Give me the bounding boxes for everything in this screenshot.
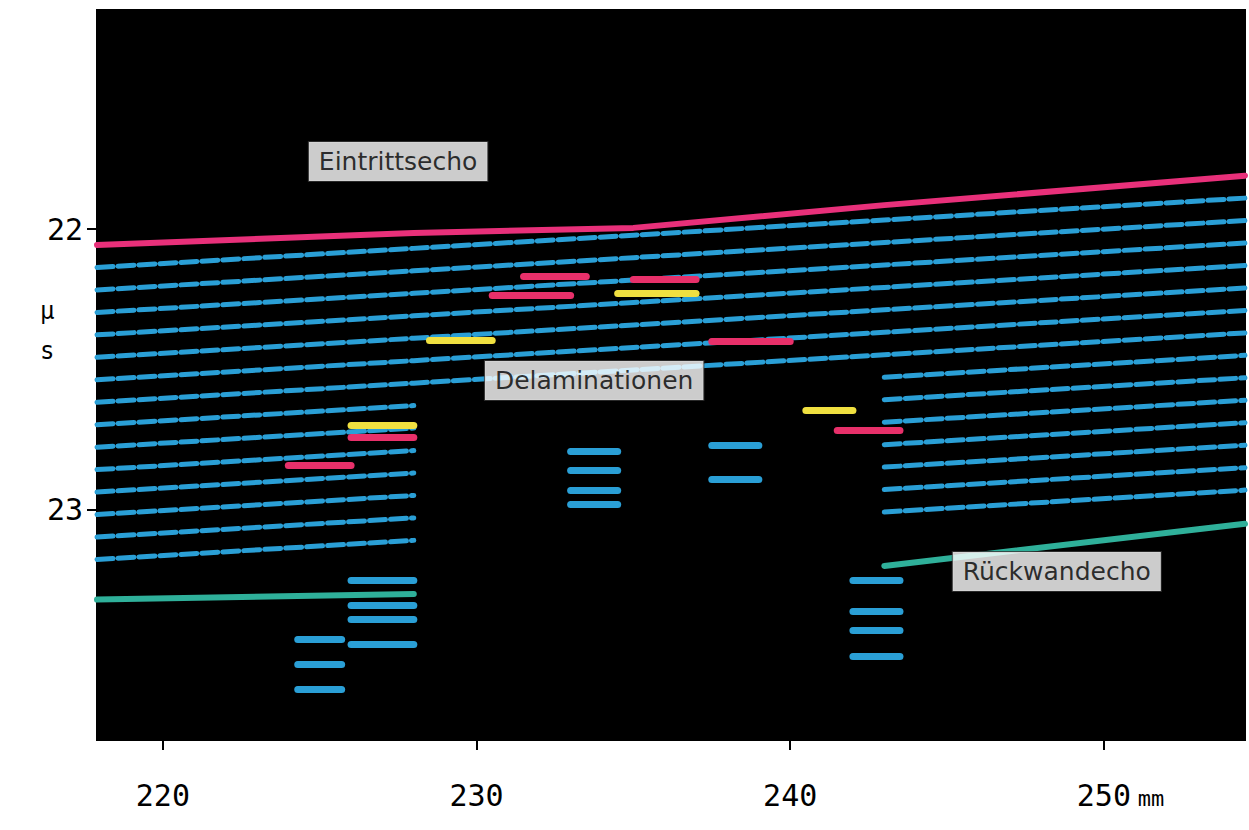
svg-text:Delaminationen: Delaminationen <box>495 366 693 395</box>
svg-text:s: s <box>40 337 54 365</box>
svg-text:mm: mm <box>1138 786 1165 811</box>
svg-text:250: 250 <box>1077 778 1131 813</box>
svg-text:22: 22 <box>47 212 83 247</box>
svg-text:Eintrittsecho: Eintrittsecho <box>319 147 478 176</box>
svg-text:220: 220 <box>136 778 190 813</box>
svg-text:Rückwandecho: Rückwandecho <box>963 557 1151 586</box>
svg-text:23: 23 <box>47 492 83 527</box>
svg-text:240: 240 <box>763 778 817 813</box>
svg-text:230: 230 <box>449 778 503 813</box>
svg-text:µ: µ <box>40 297 54 325</box>
